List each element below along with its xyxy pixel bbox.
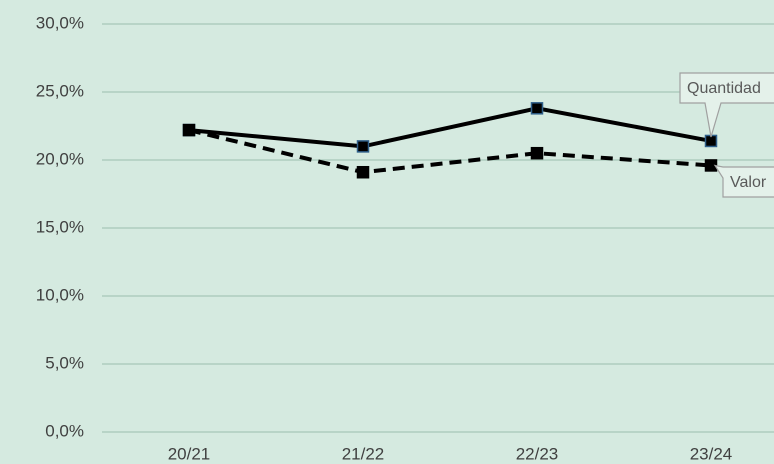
y-tick-label: 5,0% bbox=[45, 353, 84, 372]
y-tick-label: 30,0% bbox=[36, 13, 84, 32]
y-tick-label: 0,0% bbox=[45, 421, 84, 440]
marker bbox=[530, 102, 544, 115]
y-tick-label: 10,0% bbox=[36, 285, 84, 304]
marker bbox=[182, 123, 196, 137]
y-tick-label: 15,0% bbox=[36, 217, 84, 236]
x-tick-label: 21/22 bbox=[342, 444, 385, 463]
callout: Valor bbox=[713, 164, 774, 198]
callout-label: Valor bbox=[730, 174, 767, 191]
callout-box bbox=[679, 72, 774, 138]
x-tick-label: 20/21 bbox=[168, 444, 211, 463]
series-line bbox=[188, 128, 712, 175]
marker bbox=[704, 134, 718, 148]
callout: Quantidad bbox=[679, 72, 774, 138]
x-tick-label: 23/24 bbox=[690, 444, 733, 463]
marker bbox=[530, 146, 544, 160]
series-line bbox=[188, 106, 712, 149]
x-tick-label: 22/23 bbox=[516, 444, 559, 463]
callout-label: Quantidad bbox=[687, 80, 761, 97]
marker bbox=[356, 140, 370, 153]
callout-box bbox=[713, 164, 774, 198]
y-tick-label: 20,0% bbox=[36, 149, 84, 168]
y-tick-label: 25,0% bbox=[36, 81, 84, 100]
marker bbox=[356, 165, 370, 179]
